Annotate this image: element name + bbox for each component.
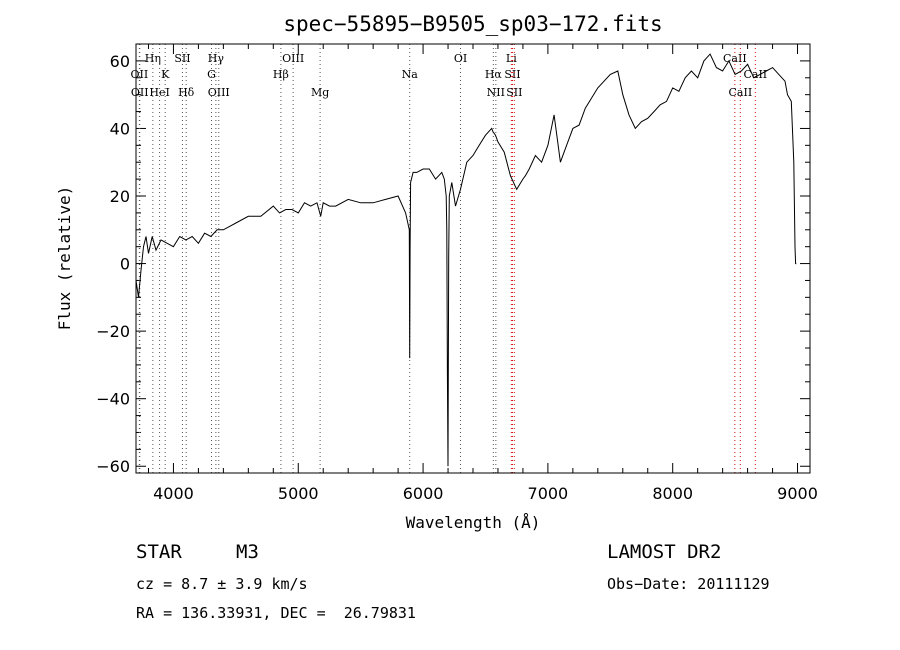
x-axis: 4000 5000 6000 7000 8000 9000 — [147, 44, 818, 503]
spectral-line-label: SII — [504, 68, 520, 81]
object-class: STAR — [136, 541, 182, 563]
y-axis: −60 −40 −20 0 20 40 60 — [96, 52, 810, 476]
spectral-line-label: OII — [131, 86, 149, 99]
observation-date: Obs−Date: 20111129 — [607, 575, 770, 593]
chart-title: spec−55895−B9505_sp03−172.fits — [283, 12, 662, 36]
y-tick-label: 40 — [110, 119, 130, 138]
spectral-line-label: OIII — [208, 86, 230, 99]
spectral-line-label: OI — [454, 52, 467, 65]
spectral-line-label: OIII — [282, 52, 304, 65]
y-tick-label: 0 — [120, 255, 130, 274]
y-tick-label: −60 — [96, 457, 130, 476]
plot-frame — [135, 43, 811, 474]
spectral-line-label: HeI — [149, 86, 169, 99]
spectrum-series-line — [136, 53, 797, 467]
spectral-line-label: Hγ — [208, 52, 225, 65]
y-axis-label: Flux (relative) — [55, 186, 74, 331]
spectral-line-label: SII — [506, 86, 522, 99]
spectral-line-label: Na — [402, 68, 419, 81]
spectral-line-label: K — [161, 68, 170, 81]
redshift-velocity: cz = 8.7 ± 3.9 km/s — [136, 575, 308, 593]
y-tick-label: −40 — [96, 390, 130, 409]
spectral-line-label: Hδ — [178, 86, 195, 99]
spectral-line-label: CaII — [723, 52, 747, 65]
spectral-line-label: Hα — [485, 68, 503, 81]
x-tick-label: 8000 — [652, 484, 693, 503]
survey-name: LAMOST DR2 — [607, 541, 722, 563]
x-tick-label: 7000 — [528, 484, 569, 503]
spectral-line-markers: OII OII Hη HeI K SII Hδ G Hγ OIII Hβ OIII Mg Na OI Hα NI… — [131, 44, 767, 473]
x-tick-label: 6000 — [403, 484, 444, 503]
spectral-line-label: Hβ — [273, 68, 289, 81]
spectral-line-label: SII — [174, 52, 190, 65]
spectral-line-label: Hη — [145, 52, 161, 65]
y-tick-label: 60 — [110, 52, 130, 71]
spectral-line-label: OII — [131, 68, 149, 81]
x-tick-label: 5000 — [278, 484, 319, 503]
spectral-line-label: CaII — [743, 68, 767, 81]
spectral-line-label: Li — [506, 52, 517, 65]
x-axis-label: Wavelength (Å) — [406, 513, 541, 532]
spectral-line-label: NII — [487, 86, 505, 99]
object-subclass: M3 — [236, 541, 259, 563]
x-tick-label: 9000 — [777, 484, 818, 503]
spectral-line-label: G — [207, 68, 216, 81]
spectral-line-label: Mg — [311, 86, 329, 99]
x-tick-label: 4000 — [153, 484, 194, 503]
y-tick-label: 20 — [110, 187, 130, 206]
sky-coordinates: RA = 136.33931, DEC = 26.79831 — [136, 604, 416, 622]
y-tick-label: −20 — [96, 322, 130, 341]
spectral-line-label: CaII — [729, 86, 753, 99]
